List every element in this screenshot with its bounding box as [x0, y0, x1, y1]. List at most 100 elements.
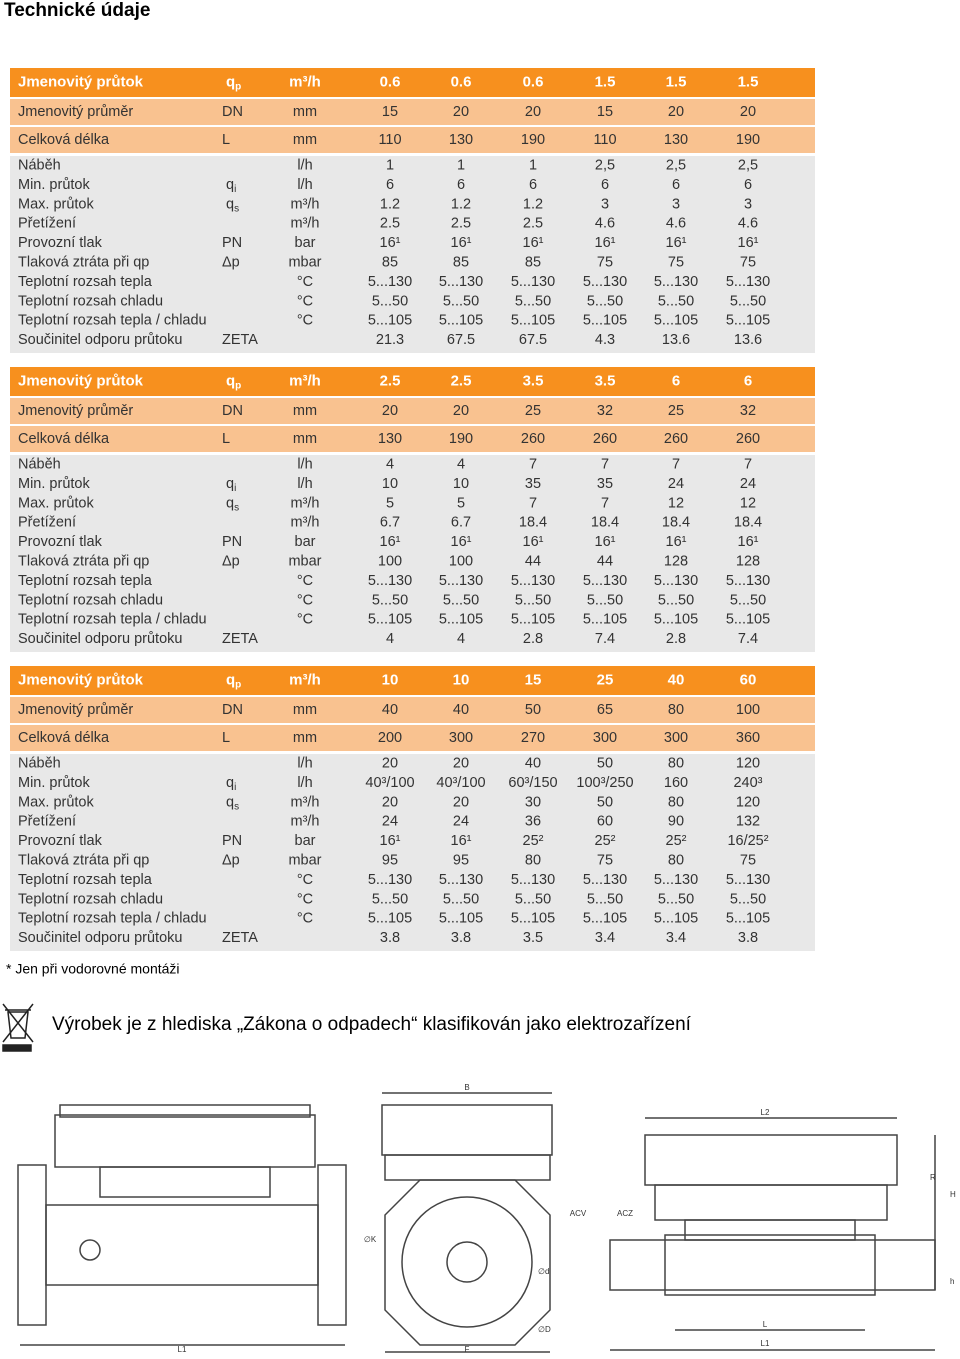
row-label: Teplotní rozsah chladu [18, 891, 163, 907]
cell-value: 0.6 [451, 73, 472, 90]
cell-value: 16¹ [666, 235, 687, 251]
cell-value: 16¹ [451, 235, 472, 251]
cell-value: 20 [525, 104, 541, 120]
row-symbol: PN [222, 235, 242, 251]
dim-label: L [763, 1320, 768, 1329]
dim-label: L1 [761, 1339, 770, 1348]
cell-value: 5...50 [587, 891, 623, 907]
symbol-sub: p [235, 380, 241, 391]
spec-table: Jmenovitý průtok qp m³/h 10 10 15 25 40 60Jmenov… [10, 666, 815, 951]
cell-value: 13.6 [662, 332, 690, 348]
cell-value: 5...130 [583, 274, 627, 290]
cell-value: 40 [453, 702, 469, 718]
row-unit: m³/h [291, 515, 320, 531]
cell-value: 5...105 [439, 313, 483, 329]
symbol-base: q [226, 372, 235, 389]
cell-value: 75 [597, 255, 613, 271]
cell-value: 4.6 [738, 216, 758, 232]
cell-value: 6.7 [380, 515, 400, 531]
cell-value: 5...130 [654, 872, 698, 888]
cell-value: 15 [525, 671, 542, 688]
cell-value: 5...105 [368, 911, 412, 927]
cell-value: 2,5 [595, 158, 615, 174]
symbol-base: q [226, 775, 234, 791]
row-unit: m³/h [289, 73, 321, 90]
cell-value: 16¹ [380, 534, 401, 550]
cell-value: 260 [521, 431, 545, 447]
cell-value: 190 [449, 431, 473, 447]
row-symbol: L [222, 132, 230, 148]
cell-value: 300 [449, 730, 473, 746]
row-unit: bar [295, 833, 316, 849]
cell-value: 5...105 [654, 911, 698, 927]
cell-value: 5...50 [515, 293, 551, 309]
cell-value: 4.6 [595, 216, 615, 232]
cell-value: 2,5 [738, 158, 758, 174]
cell-value: 16¹ [666, 534, 687, 550]
cell-value: 4 [386, 631, 394, 647]
cell-value: 20 [382, 403, 398, 419]
cell-value: 5...130 [726, 872, 770, 888]
dim-label: H [950, 1190, 956, 1199]
row-label: Přetížení [18, 814, 76, 830]
cell-value: 10 [453, 671, 470, 688]
row-unit: mm [293, 132, 317, 148]
cell-value: 40³/100 [436, 775, 485, 791]
cell-value: 2,5 [666, 158, 686, 174]
cell-value: 4.3 [595, 332, 615, 348]
cell-value: 80 [668, 756, 684, 772]
cell-value: 5...105 [726, 911, 770, 927]
cell-value: 190 [521, 132, 545, 148]
row-label: Min. průtok [18, 476, 90, 492]
cell-value: 6 [672, 372, 680, 389]
cell-value: 25² [666, 833, 687, 849]
cell-value: 5...130 [583, 872, 627, 888]
cell-value: 50 [597, 756, 613, 772]
cell-value: 130 [664, 132, 688, 148]
row-label: Teplotní rozsah tepla / chladu [18, 612, 207, 628]
row-label: Náběh [18, 756, 61, 772]
cell-value: 0.6 [523, 73, 544, 90]
cell-value: 16¹ [380, 833, 401, 849]
cell-value: 18.4 [662, 515, 690, 531]
row-label: Teplotní rozsah chladu [18, 293, 163, 309]
symbol-base: q [226, 794, 234, 810]
cell-value: 85 [382, 255, 398, 271]
cell-value: 100 [449, 554, 473, 570]
highlight-row [10, 725, 815, 751]
row-unit: m³/h [291, 794, 320, 810]
row-unit: mbar [288, 853, 321, 869]
cell-value: 6 [672, 177, 680, 193]
symbol-base: q [226, 177, 234, 193]
cell-value: 5...130 [654, 573, 698, 589]
dim-label: ∅D [538, 1325, 551, 1334]
cell-value: 18.4 [591, 515, 619, 531]
dim-label: L2 [761, 1108, 770, 1117]
cell-value: 200 [378, 730, 402, 746]
cell-value: 4.6 [666, 216, 686, 232]
cell-value: 3.5 [595, 372, 616, 389]
cell-value: 5...130 [368, 872, 412, 888]
cell-value: 5...50 [730, 891, 766, 907]
cell-value: 5...50 [658, 891, 694, 907]
cell-value: 80 [525, 853, 541, 869]
cell-value: 1 [529, 158, 537, 174]
highlight-row [10, 398, 815, 424]
cell-value: 1.2 [380, 196, 400, 212]
row-label: Náběh [18, 158, 61, 174]
cell-value: 90 [668, 814, 684, 830]
row-label: Jmenovitý průměr [18, 104, 133, 120]
cell-value: 160 [664, 775, 688, 791]
cell-value: 5...130 [511, 573, 555, 589]
cell-value: 110 [593, 132, 616, 148]
row-unit: l/h [297, 457, 312, 473]
highlight-row [10, 99, 815, 125]
cell-value: 5 [386, 495, 394, 511]
cell-value: 21.3 [376, 332, 404, 348]
row-unit: °C [297, 573, 313, 589]
row-label: Teplotní rozsah tepla [18, 573, 153, 589]
cell-value: 5...130 [368, 274, 412, 290]
cell-value: 3.5 [523, 372, 544, 389]
cell-value: 5...50 [372, 891, 408, 907]
row-symbol: Δp [222, 255, 240, 271]
